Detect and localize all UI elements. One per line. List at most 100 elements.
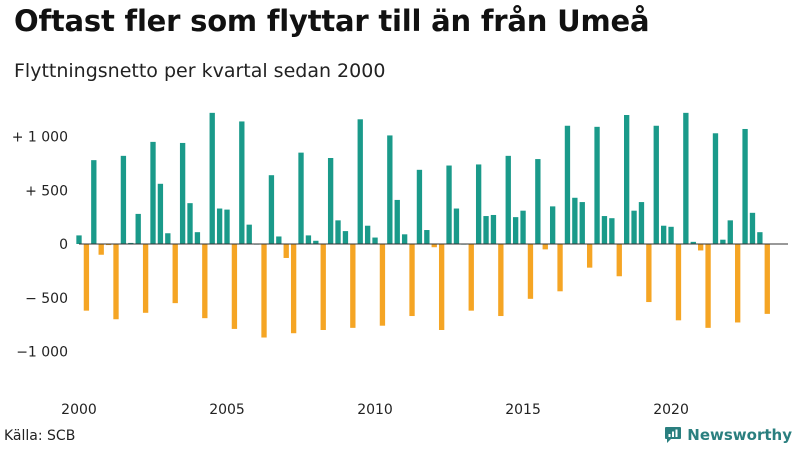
y-tick-label: + 500 xyxy=(25,183,68,199)
bar-negative xyxy=(646,244,652,303)
brand-name: Newsworthy xyxy=(687,426,792,444)
bar-positive xyxy=(749,212,756,244)
y-tick-label: + 1 000 xyxy=(12,130,68,146)
bar-positive xyxy=(342,231,349,244)
bar-positive xyxy=(727,220,733,244)
y-tick-label: 0 xyxy=(59,237,68,253)
bar-positive xyxy=(246,224,252,244)
bar-positive xyxy=(720,239,726,244)
bar-positive xyxy=(298,152,304,245)
x-tick-label: 2020 xyxy=(653,402,689,418)
bar-positive xyxy=(387,135,393,245)
bar-positive xyxy=(549,206,556,245)
bar-positive xyxy=(128,242,134,244)
bar-positive xyxy=(268,175,275,244)
bar-positive xyxy=(712,133,719,244)
bar-negative xyxy=(542,244,548,250)
bar-positive xyxy=(194,232,201,244)
bar-positive xyxy=(424,230,430,244)
bar-positive xyxy=(239,121,245,244)
bar-negative xyxy=(142,244,149,313)
source-note: Källa: SCB xyxy=(4,428,76,444)
bar-positive xyxy=(638,202,645,244)
bar-positive xyxy=(653,125,659,244)
bar-positive xyxy=(416,169,423,244)
bar-positive xyxy=(668,226,674,244)
bar-positive xyxy=(490,214,497,244)
bar-positive xyxy=(624,115,630,244)
bar-positive xyxy=(135,213,141,244)
newsworthy-logo-icon xyxy=(665,427,682,443)
bar-negative xyxy=(320,244,326,330)
bar-positive xyxy=(535,159,541,244)
bar-positive xyxy=(609,218,615,244)
bar-positive xyxy=(594,126,600,244)
bar-positive xyxy=(512,217,519,245)
bar-negative xyxy=(586,244,593,268)
bar-negative xyxy=(105,244,112,246)
bar-positive xyxy=(364,225,371,244)
bar-positive xyxy=(579,202,585,244)
bar-positive xyxy=(209,112,215,244)
brand-logo: Newsworthy xyxy=(664,426,792,444)
bar-positive xyxy=(601,216,608,244)
chart-title: Oftast fler som flyttar till än från Ume… xyxy=(14,4,650,38)
bar-positive xyxy=(305,235,312,244)
bar-negative xyxy=(735,244,741,323)
bar-positive xyxy=(76,235,82,244)
bar-positive xyxy=(520,210,526,245)
bar-positive xyxy=(165,233,171,244)
bar-negative xyxy=(379,244,386,326)
bar-chart: + 1 000 + 500 0 − 500 −1 000 2000 2005 2010 2015… xyxy=(12,112,788,418)
bar-positive xyxy=(179,142,186,244)
bar-positive xyxy=(216,208,223,245)
bar-negative xyxy=(764,244,770,314)
bar-positive xyxy=(661,225,667,244)
bar-positive xyxy=(313,240,319,245)
y-tick-label: −1 000 xyxy=(16,345,68,361)
bar-negative xyxy=(283,244,289,258)
bar-positive xyxy=(327,158,334,244)
bar-positive xyxy=(394,199,400,245)
bar-negative xyxy=(498,244,504,317)
bar-positive xyxy=(757,232,763,244)
bar-positive xyxy=(157,183,164,244)
bar-negative xyxy=(557,244,563,292)
x-tick-label: 2005 xyxy=(209,402,245,418)
bar-negative xyxy=(350,244,356,328)
bar-negative xyxy=(698,244,704,251)
bar-negative xyxy=(202,244,208,319)
bar-negative xyxy=(438,244,445,330)
bar-negative xyxy=(83,244,90,311)
bar-negative xyxy=(675,244,682,321)
bar-positive xyxy=(150,141,156,245)
x-tick-label: 2015 xyxy=(505,402,541,418)
bar-positive xyxy=(372,237,378,244)
bar-negative xyxy=(431,244,437,248)
bar-positive xyxy=(564,125,571,244)
bar-negative xyxy=(705,244,711,328)
bar-positive xyxy=(572,197,578,245)
bar-negative xyxy=(261,244,267,338)
bar-negative xyxy=(468,244,474,311)
bar-positive xyxy=(483,216,489,244)
x-tick-label: 2010 xyxy=(357,402,393,418)
bar-negative xyxy=(231,244,238,329)
bar-negative xyxy=(98,244,104,255)
bar-negative xyxy=(113,244,119,320)
bar-positive xyxy=(224,209,230,244)
bar-positive xyxy=(446,165,452,244)
bar-positive xyxy=(91,160,97,244)
y-tick-label: − 500 xyxy=(25,291,68,307)
bar-negative xyxy=(290,244,297,334)
bar-negative xyxy=(172,244,178,304)
bar-positive xyxy=(475,164,482,244)
bar-negative xyxy=(616,244,622,277)
bar-negative xyxy=(409,244,415,317)
chart-subtitle: Flyttningsnetto per kvartal sedan 2000 xyxy=(14,60,386,82)
bar-positive xyxy=(683,112,689,244)
bar-positive xyxy=(120,155,127,244)
bar-positive xyxy=(453,208,460,245)
bar-positive xyxy=(335,220,341,244)
bar-positive xyxy=(742,128,748,244)
